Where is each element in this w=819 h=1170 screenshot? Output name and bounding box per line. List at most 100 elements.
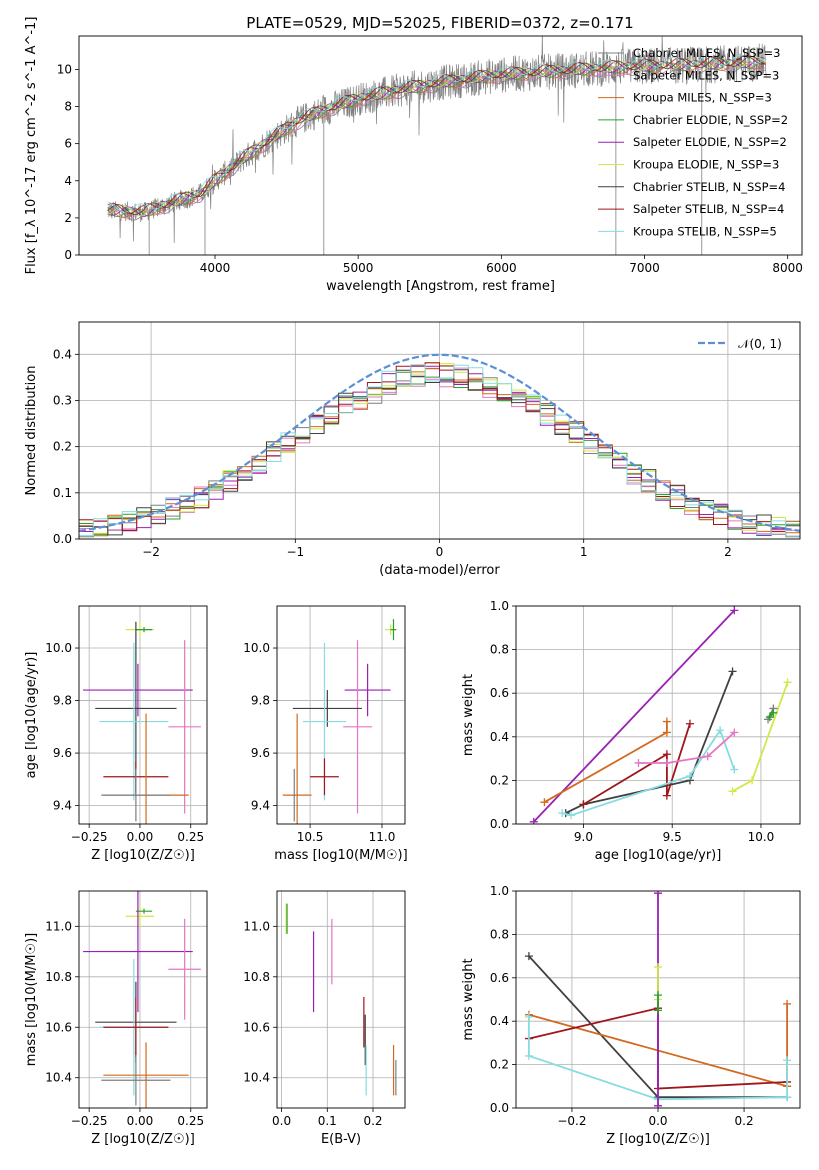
weight-marker [730, 765, 739, 774]
panel-residuals: −2 −1 0 1 2 0.0 0.1 0.2 0.3 0.4 (data-model)/error… [24, 321, 801, 578]
x-tick-label: −2 [142, 545, 160, 559]
y-tick-label: 10.8 [45, 970, 72, 984]
y-tick-label: 1.0 [490, 884, 509, 898]
x-tick-label: 9.5 [663, 830, 682, 844]
legend-label: Salpeter MILES, N_SSP=3 [633, 68, 779, 82]
y-tick-label: 10 [57, 62, 72, 76]
plot-area [285, 903, 397, 1096]
weight-marker [783, 678, 792, 687]
model-curve [107, 55, 766, 216]
weight-marker [685, 772, 694, 781]
figure-title: PLATE=0529, MJD=52025, FIBERID=0372, z=0… [246, 14, 633, 32]
plot-area [529, 606, 792, 824]
y-axis-label: Normed distribution [24, 366, 39, 496]
plot-area [107, 36, 767, 255]
weight-marker [783, 999, 792, 1008]
y-tick-label: 0.1 [53, 486, 72, 500]
legend-label: 𝒩(0, 1) [738, 337, 782, 351]
model-curve [107, 57, 766, 217]
y-axis-label: Flux [f_λ 10^-17 erg cm^-2 s^-1 A^-1] [24, 17, 39, 275]
y-axis-label: age [log10(age/yr)] [24, 652, 39, 779]
x-tick-label: 8000 [772, 261, 803, 275]
x-tick-label: 10.0 [748, 830, 775, 844]
y-axis-label: mass weight [461, 958, 476, 1040]
model-curve [107, 56, 766, 217]
y-tick-label: 9.6 [53, 746, 72, 760]
weight-marker [783, 1056, 792, 1065]
y-tick-label: 0.4 [53, 347, 72, 361]
y-tick-label: 9.6 [251, 746, 270, 760]
x-tick-label: 0.25 [177, 830, 204, 844]
x-tick-label: 7000 [629, 261, 660, 275]
x-tick-label: −0.25 [71, 830, 108, 844]
weight-marker [524, 1012, 533, 1021]
y-tick-label: 10.0 [243, 641, 270, 655]
y-tick-label: 10.6 [243, 1020, 270, 1034]
weight-line [533, 609, 735, 823]
y-tick-label: 4 [64, 174, 72, 188]
x-axis-label: mass [log10(M/M☉)] [274, 848, 407, 863]
x-tick-label: 2 [724, 545, 732, 559]
weight-marker [685, 719, 694, 728]
x-tick-label: 0 [436, 545, 444, 559]
weight-line [528, 1016, 788, 1101]
panel-mass_vs_ebv: 0.0 0.1 0.2 10.4 10.6 10.8 11.0 E(B-V) [243, 890, 406, 1147]
y-tick-label: 10.8 [243, 970, 270, 984]
legend-label: Salpeter STELIB, N_SSP=4 [633, 202, 784, 216]
panel-massweight_vs_age: 9.0 9.5 10.0 0.0 0.2 0.4 0.6 0.8 1.0 age [log10(a… [461, 599, 801, 863]
y-tick-label: 0.0 [490, 1101, 509, 1115]
weight-marker [730, 728, 739, 737]
x-tick-label: 0.00 [127, 1114, 154, 1128]
weight-marker [662, 728, 671, 737]
model-curve [107, 57, 766, 218]
x-axis-label: E(B-V) [321, 1132, 361, 1147]
weight-marker [567, 811, 576, 820]
weight-marker [748, 776, 757, 785]
x-axis-label: wavelength [Angstrom, rest frame] [326, 279, 555, 294]
panel-mass_vs_Z: −0.25 0.00 0.25 10.4 10.6 10.8 11.0 Z [log10(Z/… [24, 890, 208, 1147]
y-tick-label: 0.0 [53, 532, 72, 546]
weight-marker [634, 758, 643, 767]
y-tick-label: 0.4 [490, 730, 509, 744]
x-tick-label: 0.0 [648, 1114, 667, 1128]
y-tick-label: 9.4 [251, 799, 270, 813]
weight-marker [730, 606, 739, 615]
plot-area [282, 619, 397, 824]
plot-area [79, 353, 800, 538]
legend-label: Chabrier MILES, N_SSP=3 [633, 46, 780, 60]
axes-frame [78, 605, 208, 825]
y-tick-label: 10.4 [243, 1071, 270, 1085]
panel-massweight_vs_Z: −0.2 0.0 0.2 0.0 0.2 0.4 0.6 0.8 1.0 Z [log10(Z/Z… [461, 884, 801, 1147]
weight-marker [654, 991, 662, 1000]
weight-marker [769, 708, 778, 717]
axes-frame [78, 890, 208, 1109]
residual-histogram [79, 369, 800, 536]
y-tick-label: 8 [64, 100, 72, 114]
weight-marker [765, 713, 774, 722]
x-axis-label: age [log10(age/yr)] [595, 848, 722, 863]
panel-age_vs_Z: −0.25 0.00 0.25 9.4 9.6 9.8 10.0 Z [log10(Z/Z☉)… [24, 605, 208, 863]
y-axis-label: mass weight [461, 674, 476, 756]
weight-line [583, 723, 691, 806]
normal-curve [79, 353, 800, 532]
axes-frame [276, 890, 406, 1109]
x-tick-label: 11.0 [369, 830, 396, 844]
y-tick-label: 0 [64, 248, 72, 262]
x-axis-label: Z [log10(Z/Z☉)] [91, 1132, 195, 1147]
y-tick-label: 2 [64, 211, 72, 225]
weight-marker [654, 962, 662, 971]
x-tick-label: 9.0 [574, 830, 593, 844]
weight-marker [524, 952, 533, 961]
weight-marker [662, 758, 671, 767]
plot-area [83, 891, 201, 1108]
x-axis-label: (data-model)/error [379, 563, 500, 578]
weight-marker [716, 726, 725, 735]
weight-marker [654, 1006, 662, 1015]
residual-histogram [79, 364, 800, 538]
y-tick-label: 9.4 [53, 799, 72, 813]
y-axis-label: mass [log10(M/M☉)] [24, 933, 39, 1066]
y-tick-label: 0.2 [490, 1058, 509, 1072]
legend-label: Chabrier ELODIE, N_SSP=2 [633, 113, 788, 127]
